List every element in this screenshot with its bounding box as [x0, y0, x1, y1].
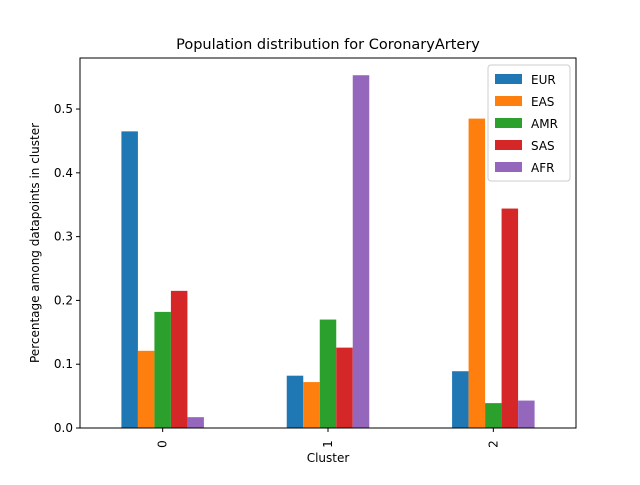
bar-sas-cluster-2 [501, 208, 519, 428]
y-tick-label: 0.2 [54, 293, 73, 307]
x-tick-label: 1 [321, 440, 335, 448]
bar-amr-cluster-0 [154, 311, 171, 428]
legend-swatch-afr [495, 162, 522, 172]
y-axis: 0.0 0.1 0.2 0.3 0.4 0.5 [54, 102, 80, 435]
legend-label-eas: EAS [531, 95, 554, 109]
plot-area-frame [79, 57, 577, 429]
legend-label-eur: EUR [531, 73, 556, 87]
legend: EUR EAS AMR SAS AFR [487, 64, 571, 182]
bar-eur-cluster-2 [452, 371, 469, 428]
legend-label-sas: SAS [531, 139, 555, 153]
legend-label-afr: AFR [531, 161, 554, 175]
bar-afr-cluster-1 [352, 75, 370, 429]
bars-layer [121, 75, 535, 429]
y-tick-label: 0.4 [54, 166, 73, 180]
legend-label-amr: AMR [531, 117, 558, 131]
x-tick-label: 0 [156, 440, 170, 448]
y-tick-label: 0.1 [54, 357, 73, 371]
legend-swatch-eas [495, 96, 522, 106]
legend-swatch-sas [495, 140, 522, 150]
bar-sas-cluster-0 [170, 290, 188, 428]
bar-eas-cluster-1 [303, 382, 320, 428]
bar-afr-cluster-2 [518, 400, 535, 428]
bar-eas-cluster-0 [137, 350, 155, 428]
y-tick-label: 0.5 [54, 102, 73, 116]
y-axis-label: Percentage among datapoints in cluster [28, 123, 42, 363]
bar-sas-cluster-1 [336, 347, 353, 428]
bar-afr-cluster-0 [187, 417, 204, 428]
chart-title: Population distribution for CoronaryArte… [176, 37, 480, 53]
bar-amr-cluster-2 [485, 403, 502, 428]
y-tick-label: 0.0 [54, 421, 73, 435]
x-axis-label: Cluster [307, 451, 350, 465]
y-tick-label: 0.3 [54, 230, 73, 244]
bar-amr-cluster-1 [319, 319, 337, 428]
x-axis: 0 1 2 [156, 428, 500, 448]
bar-eur-cluster-0 [121, 131, 138, 429]
bar-eas-cluster-2 [468, 118, 486, 428]
legend-swatch-eur [495, 74, 522, 84]
legend-swatch-amr [495, 118, 522, 128]
bar-eur-cluster-1 [286, 375, 304, 428]
x-tick-label: 2 [486, 440, 500, 448]
legend-box [487, 64, 571, 182]
